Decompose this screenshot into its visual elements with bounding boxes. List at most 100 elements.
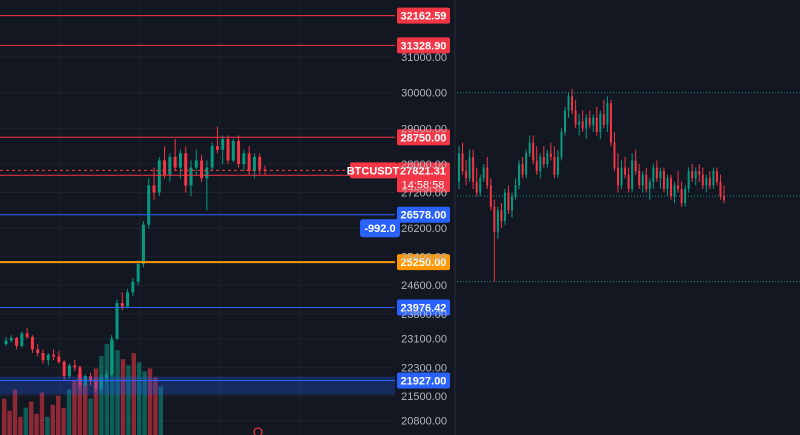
candle-body[interactable] [99, 377, 103, 389]
candle-body[interactable] [242, 153, 246, 165]
candle-body[interactable] [89, 376, 93, 382]
candle-body[interactable] [652, 167, 655, 182]
candle-body[interactable] [194, 160, 198, 168]
candle-body[interactable] [617, 167, 619, 186]
candle-body[interactable] [472, 156, 475, 182]
candle-body[interactable] [226, 139, 230, 161]
candle-body[interactable] [599, 114, 602, 132]
candle-body[interactable] [602, 114, 605, 125]
candle-body[interactable] [184, 153, 188, 186]
candle-body[interactable] [585, 117, 588, 129]
candle-body[interactable] [723, 196, 725, 200]
candle-body[interactable] [581, 121, 584, 129]
candle-body[interactable] [542, 156, 545, 165]
candle-body[interactable] [157, 160, 161, 193]
candle-body[interactable] [263, 169, 267, 171]
candle-body[interactable] [15, 338, 19, 346]
candle-body[interactable] [627, 174, 630, 189]
candle-body[interactable] [574, 110, 577, 125]
candle-body[interactable] [694, 171, 697, 179]
candle-body[interactable] [701, 174, 704, 186]
candle-body[interactable] [141, 224, 145, 264]
candle-body[interactable] [115, 303, 119, 339]
candle-body[interactable] [73, 365, 77, 368]
candle-body[interactable] [518, 164, 521, 186]
candle-body[interactable] [631, 160, 634, 189]
candle-body[interactable] [493, 206, 496, 232]
candle-body[interactable] [708, 178, 711, 186]
candle-body[interactable] [698, 171, 701, 175]
candle-body[interactable] [677, 185, 680, 189]
candle-body[interactable] [67, 365, 71, 377]
candle-body[interactable] [715, 171, 718, 182]
candle-body[interactable] [78, 367, 82, 386]
candle-body[interactable] [606, 103, 609, 125]
candle-body[interactable] [609, 103, 612, 143]
candle-body[interactable] [670, 178, 672, 197]
candle-body[interactable] [57, 356, 61, 362]
candle-body[interactable] [205, 167, 209, 179]
candle-body[interactable] [511, 196, 513, 211]
candle-body[interactable] [549, 153, 552, 157]
candle-body[interactable] [25, 333, 29, 337]
candle-body[interactable] [535, 160, 538, 172]
candle-body[interactable] [475, 181, 478, 193]
candle-body[interactable] [147, 185, 151, 225]
candle-body[interactable] [30, 336, 34, 350]
candle-body[interactable] [4, 340, 8, 345]
candle-body[interactable] [719, 181, 722, 197]
candle-body[interactable] [489, 185, 492, 207]
candle-body[interactable] [525, 153, 528, 175]
candle-body[interactable] [126, 292, 130, 307]
candle-body[interactable] [634, 160, 637, 172]
candle-body[interactable] [687, 171, 690, 189]
candle-body[interactable] [258, 156, 262, 170]
candle-body[interactable] [36, 349, 40, 353]
candle-body[interactable] [189, 167, 193, 186]
candle-body[interactable] [110, 338, 114, 375]
candle-body[interactable] [131, 281, 135, 293]
candle-body[interactable] [52, 354, 56, 357]
candle-body[interactable] [712, 171, 715, 186]
candle-body[interactable] [514, 185, 517, 197]
candle-body[interactable] [94, 381, 98, 389]
candle-body[interactable] [556, 156, 559, 175]
candle-body[interactable] [592, 117, 595, 125]
candle-body[interactable] [578, 121, 581, 125]
candle-body[interactable] [482, 167, 485, 179]
candle-body[interactable] [168, 156, 172, 175]
candle-body[interactable] [567, 96, 570, 111]
candle-body[interactable] [638, 171, 641, 186]
candle-body[interactable] [465, 171, 468, 179]
candle-body[interactable] [173, 156, 177, 168]
candle-body[interactable] [496, 210, 499, 232]
candle-body[interactable] [571, 96, 574, 111]
candle-body[interactable] [662, 171, 665, 189]
candle-body[interactable] [461, 153, 464, 172]
candle-body[interactable] [521, 164, 524, 175]
candle-body[interactable] [468, 156, 471, 179]
candle-body[interactable] [641, 174, 644, 186]
candle-body[interactable] [507, 192, 510, 211]
candle-body[interactable] [120, 303, 124, 307]
candle-body[interactable] [20, 333, 24, 346]
candle-body[interactable] [539, 156, 542, 172]
candle-body[interactable] [528, 142, 531, 154]
candle-body[interactable] [104, 374, 108, 378]
candle-body[interactable] [691, 171, 694, 179]
candle-body[interactable] [705, 178, 708, 186]
candle-body[interactable] [532, 142, 535, 161]
candle-body[interactable] [673, 185, 676, 197]
candle-body[interactable] [136, 263, 140, 282]
candle-body[interactable] [503, 192, 506, 222]
candle-body[interactable] [624, 167, 627, 175]
candle-body[interactable] [237, 140, 241, 165]
candle-body[interactable] [163, 160, 167, 175]
candle-body[interactable] [231, 140, 235, 161]
candle-body[interactable] [479, 178, 482, 193]
candle-body[interactable] [9, 338, 13, 341]
candle-body[interactable] [546, 153, 549, 165]
candle-body[interactable] [178, 153, 182, 168]
candle-body[interactable] [659, 171, 662, 179]
